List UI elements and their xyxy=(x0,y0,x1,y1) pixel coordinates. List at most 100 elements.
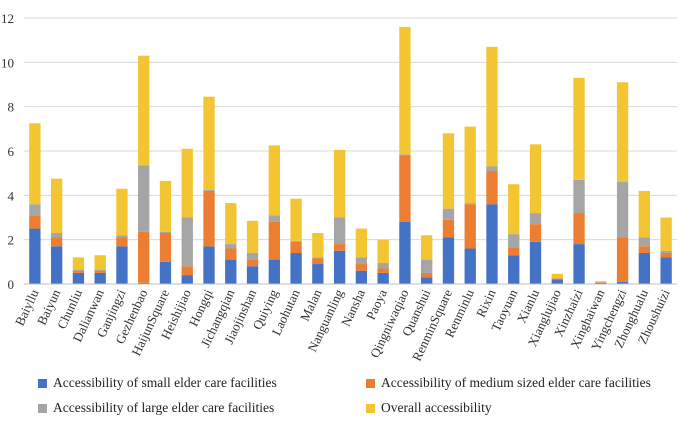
bar-segment-renminsquare-1 xyxy=(442,237,455,284)
bar-segment-xianglujiao-4 xyxy=(551,273,563,279)
y-tick-label: 4 xyxy=(8,188,15,203)
bar-segment-heishijiao-1 xyxy=(181,275,193,284)
bar-segment-xinghaiwan-4 xyxy=(595,281,607,283)
bar-segment-baiyun-4 xyxy=(50,178,63,234)
bar-segment-renminlu-4 xyxy=(464,126,476,204)
bar-segment-taoyuan-1 xyxy=(508,255,520,284)
bar-segment-laohutan-4 xyxy=(290,198,302,241)
bar-segment-renminlu-2 xyxy=(464,204,476,249)
bar-segment-yingchengzi-2 xyxy=(616,237,629,282)
bar-segment-jiaojinshan-4 xyxy=(246,220,259,253)
legend-item-small: Accessibility of small elder care facili… xyxy=(38,375,277,391)
bar-segment-renminsquare-3 xyxy=(442,208,455,220)
legend-item-medium: Accessibility of medium sized elder care… xyxy=(366,375,651,391)
bar-segment-xinzhaizi-2 xyxy=(573,213,585,245)
bar-segment-ganjingzi-4 xyxy=(116,188,128,236)
bar-segment-nanguanling-3 xyxy=(333,217,346,245)
bar-segment-xinzhaizi-4 xyxy=(573,77,585,180)
bar-segment-dalianwan-2 xyxy=(94,270,106,273)
bar-segment-paoya-1 xyxy=(377,272,389,284)
legend-swatch-medium xyxy=(366,378,375,388)
bar-segment-zhoushuizi-1 xyxy=(660,257,672,284)
bar-segment-qingniwaqiao-3 xyxy=(399,154,411,156)
legend-label-small: Accessibility of small elder care facili… xyxy=(53,375,277,390)
bar-segment-jichangqian-1 xyxy=(225,259,237,284)
y-tick-label: 8 xyxy=(8,100,15,115)
bar-segment-laohutan-3 xyxy=(290,240,302,242)
bar-segment-haijunsquare-4 xyxy=(159,180,172,232)
bar-segment-quiying-3 xyxy=(268,215,280,222)
bar-segment-haijunsquare-2 xyxy=(159,233,172,262)
legend-label-medium: Accessibility of medium sized elder care… xyxy=(381,375,651,390)
bar-segment-zhoushuizi-4 xyxy=(660,217,672,251)
bar-segment-ganjingzi-2 xyxy=(116,237,128,247)
bar-segment-malan-2 xyxy=(312,258,324,265)
bar-segment-ganjingzi-3 xyxy=(116,235,128,238)
bar-segment-quiying-2 xyxy=(268,221,280,260)
bar-segment-gezhenbao-4 xyxy=(138,55,150,166)
bar-segment-heishijiao-4 xyxy=(181,148,193,218)
bar-segment-jiaojinshan-2 xyxy=(246,259,259,267)
bar-segment-baiyun-2 xyxy=(50,237,63,247)
y-tick-label: 12 xyxy=(1,11,14,26)
legend-item-large: Accessibility of large elder care facili… xyxy=(38,400,274,416)
bar-segment-hongqi-2 xyxy=(203,190,215,247)
bar-segment-nanguanling-1 xyxy=(333,250,346,284)
y-tick-label: 6 xyxy=(8,144,15,159)
bar-segment-quanshui-3 xyxy=(421,259,433,273)
bar-segment-ganjingzi-1 xyxy=(116,246,128,284)
bar-segment-quiying-1 xyxy=(268,259,280,284)
legend-swatch-small xyxy=(38,378,47,388)
bar-segment-xianglujiao-2 xyxy=(551,278,563,280)
legend-swatch-large xyxy=(38,403,47,413)
bar-segment-hongqi-4 xyxy=(203,96,215,190)
bar-segment-jichangqian-3 xyxy=(225,244,237,249)
bar-segment-quanshui-2 xyxy=(421,272,433,278)
bar-segment-renminlu-3 xyxy=(464,203,476,205)
bar-segment-qingniwaqiao-2 xyxy=(399,155,411,222)
y-tick-label: 0 xyxy=(8,277,15,292)
bar-segment-xianglujiao-1 xyxy=(551,279,563,284)
legend-label-overall: Overall accessibility xyxy=(381,400,492,415)
bar-segment-rixin-4 xyxy=(486,46,498,167)
bar-segment-quiying-4 xyxy=(268,145,280,216)
legend-label-large: Accessibility of large elder care facili… xyxy=(53,400,275,415)
bar-segment-nansha-3 xyxy=(355,257,368,265)
bar-segment-baiyllu-2 xyxy=(29,215,41,229)
bar-segment-paoya-4 xyxy=(377,239,389,263)
bar-segment-nansha-4 xyxy=(355,228,368,258)
bar-segment-nanguanling-4 xyxy=(333,149,346,218)
bar-segment-jiaojinshan-1 xyxy=(246,266,259,284)
bar-segment-chunliu-3 xyxy=(72,269,85,271)
bar-segment-nansha-1 xyxy=(355,270,368,284)
bar-segment-zhonghualu-1 xyxy=(638,252,651,284)
bar-segment-renminlu-1 xyxy=(464,248,476,284)
stacked-bar-chart: 024681012BaiylluBaiyunChunliuDalianwanGa… xyxy=(1,11,677,363)
bar-segment-zhonghualu-2 xyxy=(638,246,651,253)
bar-segment-gezhenbao-3 xyxy=(138,165,150,232)
bar-segment-chunliu-4 xyxy=(72,257,85,270)
bar-segment-baiyun-3 xyxy=(50,233,63,238)
bar-segment-rixin-2 xyxy=(486,170,498,205)
bar-segment-nanguanling-2 xyxy=(333,244,346,251)
bar-segment-dalianwan-4 xyxy=(94,255,106,270)
bar-segment-xinghaiwan-1 xyxy=(595,282,607,284)
bar-segment-zhonghualu-3 xyxy=(638,237,651,247)
bar-segment-paoya-3 xyxy=(377,262,389,269)
bar-segment-baiyllu-4 xyxy=(29,123,41,205)
bar-segment-qingniwaqiao-4 xyxy=(399,26,411,155)
bar-segment-baiyun-1 xyxy=(50,246,63,284)
y-tick-label: 2 xyxy=(8,233,15,248)
bar-segment-taoyuan-2 xyxy=(508,247,520,256)
bar-segment-jiaojinshan-3 xyxy=(246,252,259,260)
bar-segment-hongqi-1 xyxy=(203,246,215,284)
bar-segment-chunliu-2 xyxy=(72,270,85,273)
bar-segment-xianlu-1 xyxy=(529,241,542,284)
bar-segment-yingchengzi-4 xyxy=(616,82,629,183)
bar-segment-hongqi-3 xyxy=(203,189,215,191)
bar-segment-jichangqian-2 xyxy=(225,248,237,260)
bar-segment-malan-4 xyxy=(312,233,324,258)
bar-segment-yingchengzi-3 xyxy=(616,182,629,238)
bar-segment-quanshui-1 xyxy=(421,277,433,284)
bar-segment-laohutan-1 xyxy=(290,252,302,284)
